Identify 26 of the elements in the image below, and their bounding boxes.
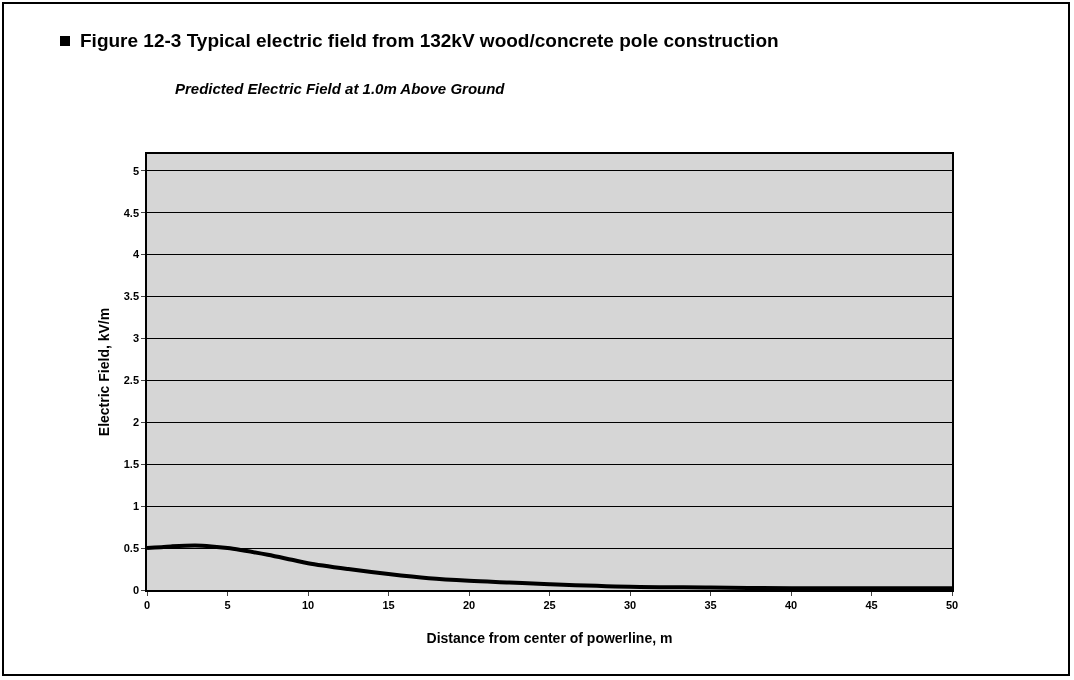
- x-tick-label: 40: [784, 598, 798, 611]
- x-tick-label: 35: [704, 598, 717, 611]
- y-tick-label: 1: [132, 500, 140, 512]
- chart-title: Figure 12-3 Typical electric field from 132kV wood/concrete pole construction: [80, 30, 779, 52]
- y-tick-label: 4: [132, 248, 140, 261]
- x-tick-label: 30: [623, 598, 637, 611]
- y-tick-label: 1.5: [123, 458, 140, 471]
- y-tick-label: 5: [132, 164, 140, 177]
- x-tick-label: 0: [143, 598, 151, 611]
- y-tick-label: 4.5: [123, 206, 140, 219]
- x-tick-label: 25: [543, 598, 556, 611]
- y-tick-label: 3: [132, 332, 140, 345]
- x-tick-label: 5: [224, 598, 231, 611]
- x-tick-label: 15: [382, 598, 395, 611]
- x-axis-title: Distance from center of powerline, m: [426, 629, 673, 646]
- y-tick-label: 0.5: [123, 541, 140, 554]
- y-tick-label: 2.5: [123, 374, 140, 387]
- y-axis-title: Electric Field, kV/m: [95, 307, 112, 437]
- y-tick-label: 2: [132, 416, 140, 429]
- x-tick-label: 10: [301, 598, 315, 611]
- x-tick-label: 50: [945, 598, 959, 611]
- y-tick-label: 3.5: [123, 290, 140, 303]
- chart-subtitle: Predicted Electric Field at 1.0m Above Ground: [175, 80, 505, 97]
- x-tick-label: 20: [462, 598, 476, 611]
- x-tick-label: 45: [865, 598, 878, 611]
- y-tick-label: 0: [132, 583, 140, 596]
